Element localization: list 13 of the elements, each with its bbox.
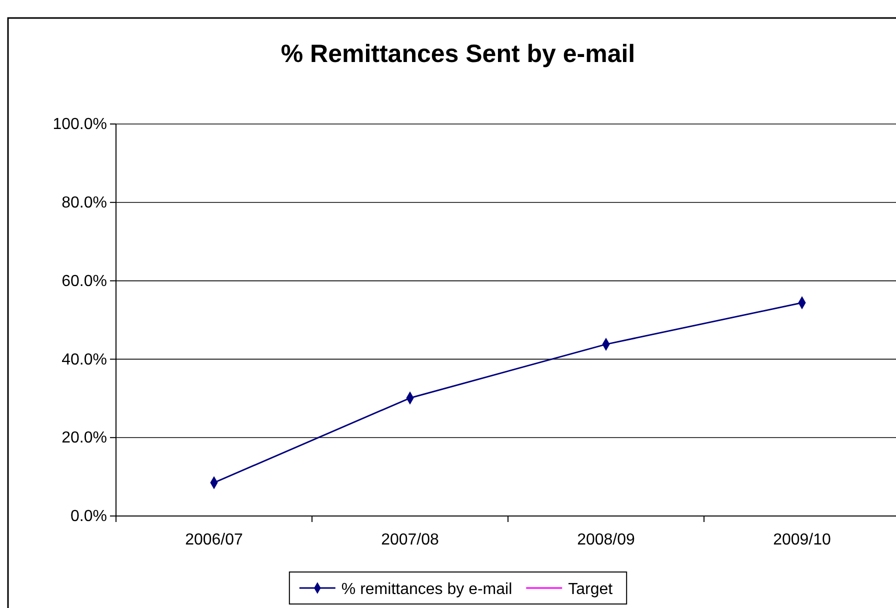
legend-label: % remittances by e-mail <box>341 581 512 598</box>
x-tick-label: 2006/07 <box>185 532 244 549</box>
y-tick-label: 40.0% <box>62 351 107 368</box>
x-tick-label: 2008/09 <box>577 532 636 549</box>
y-tick-label: 100.0% <box>52 116 107 134</box>
legend-label: Target <box>568 581 614 598</box>
chart-title: % Remittances Sent by e-mail <box>280 40 636 68</box>
y-tick-label: 60.0% <box>62 272 107 290</box>
x-tick-label: 2009/10 <box>773 532 832 549</box>
y-tick-label: 20.0% <box>62 430 107 447</box>
y-tick-label: 0.0% <box>70 508 107 526</box>
y-tick-label: 80.0% <box>62 194 107 212</box>
x-tick-label: 2007/08 <box>381 532 440 549</box>
